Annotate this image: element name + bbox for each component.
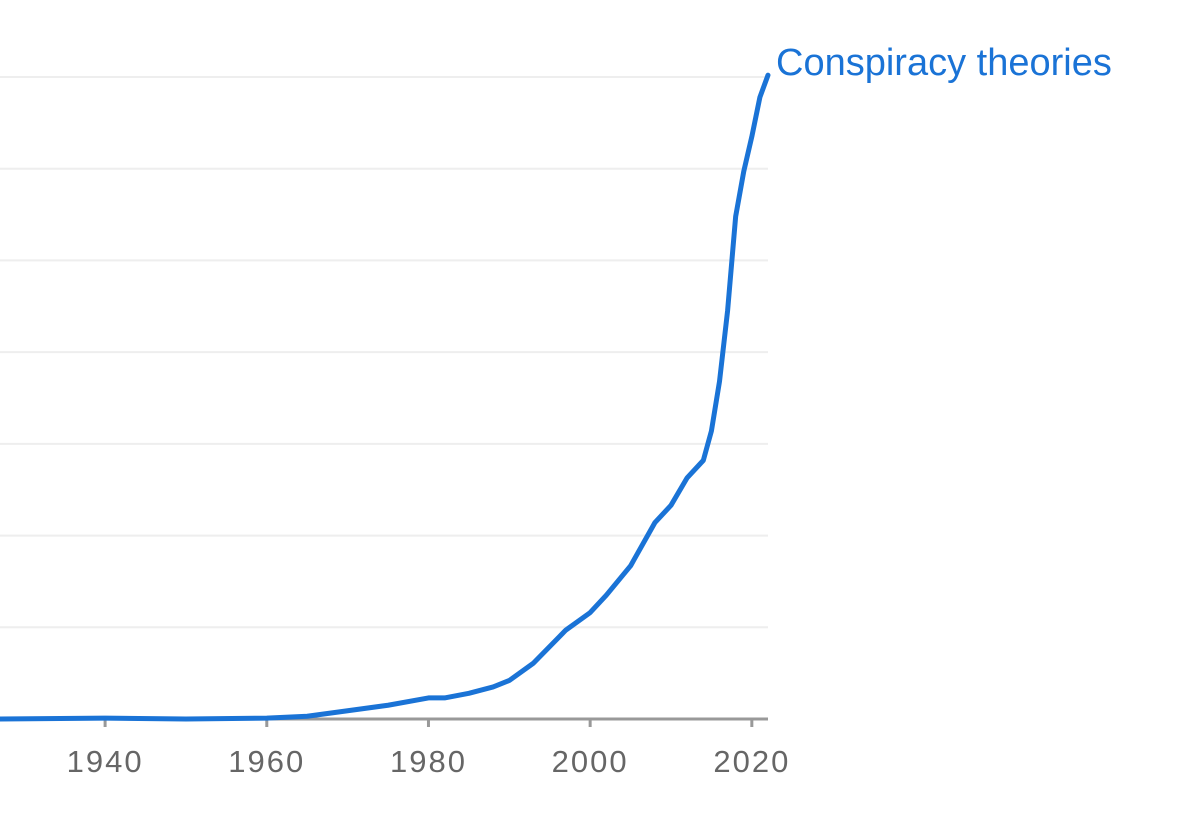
x-tick-label: 1980	[390, 744, 467, 779]
x-tick-label: 2000	[552, 744, 629, 779]
series-label: Conspiracy theories	[776, 42, 1112, 84]
x-tick-label: 2020	[713, 744, 790, 779]
x-tick-label: 1940	[67, 744, 144, 779]
series-line	[0, 72, 771, 722]
x-tick-label: 1960	[228, 744, 305, 779]
